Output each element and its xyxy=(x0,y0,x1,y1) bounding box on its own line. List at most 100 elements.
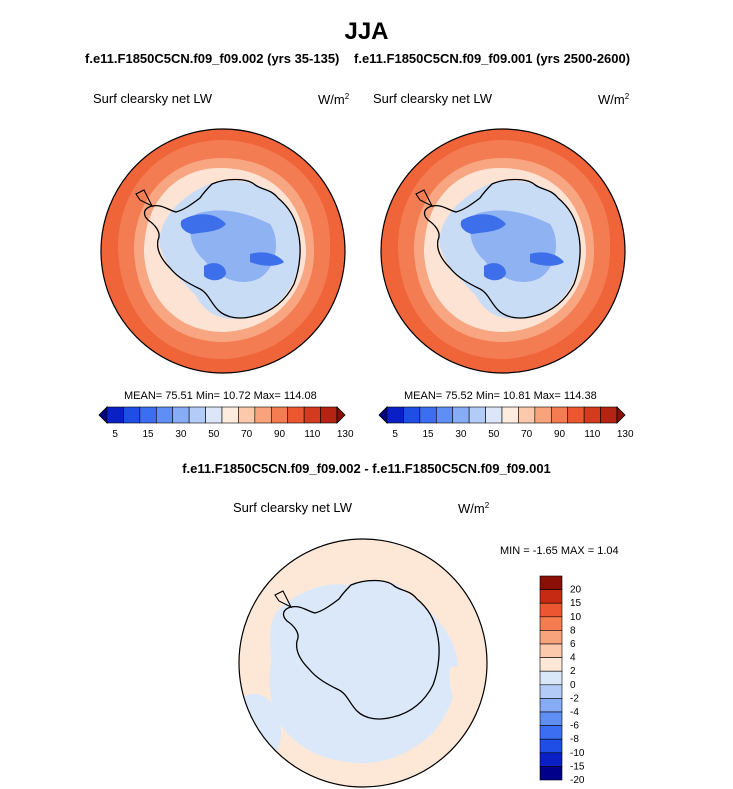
left-units-label: W/m2 xyxy=(318,92,349,107)
left-polar-map xyxy=(100,128,346,374)
colorbar-cell xyxy=(539,738,563,754)
right-variable-label: Surf clearsky net LW xyxy=(373,91,492,106)
colorbar-cell xyxy=(539,575,563,590)
colorbar-cell xyxy=(386,406,404,424)
left-units-base: W/m xyxy=(318,92,345,107)
colorbar-tick-label: 6 xyxy=(570,639,576,650)
right-units-label: W/m2 xyxy=(598,92,629,107)
colorbar-cell xyxy=(320,406,338,424)
left-variable-label: Surf clearsky net LW xyxy=(93,91,212,106)
colorbar-tick-label: 5 xyxy=(392,429,398,440)
right-polar-map xyxy=(380,128,626,374)
colorbar-tick-label: -2 xyxy=(570,693,579,704)
minimum-region-3 xyxy=(250,252,284,266)
colorbar-cell xyxy=(238,406,256,424)
colorbar-cell xyxy=(539,725,563,740)
colorbar-tick-label: 2 xyxy=(570,666,576,677)
left-colorbar: 5 15 30 50 70 90 110 130 xyxy=(98,406,354,440)
colorbar-cell xyxy=(616,406,626,424)
difference-title: f.e11.F1850C5CN.f09_f09.002 - f.e11.F185… xyxy=(182,461,551,476)
colorbar-tick-label: 30 xyxy=(455,429,467,440)
colorbar-cell xyxy=(600,406,618,424)
colorbar-cell xyxy=(539,630,563,645)
colorbar-tick-label: -4 xyxy=(570,707,579,718)
diff-variable-label: Surf clearsky net LW xyxy=(233,500,352,515)
colorbar-cell xyxy=(539,657,563,672)
colorbar-cell xyxy=(539,670,563,686)
negative-difference-region xyxy=(269,580,458,764)
colorbar-cell xyxy=(539,602,563,618)
colorbar-cell xyxy=(205,406,223,424)
colorbar-cell xyxy=(452,406,470,424)
colorbar-cell xyxy=(123,406,141,424)
peninsula-coastline xyxy=(274,590,293,609)
colorbar-tick-label: -10 xyxy=(570,748,585,759)
colorbar-cell xyxy=(106,406,124,424)
colorbar-cell xyxy=(583,406,601,424)
colorbar-tick-label: -15 xyxy=(570,761,585,772)
peninsula-coastline xyxy=(415,189,434,208)
peninsula-coastline xyxy=(135,189,154,208)
right-stats: MEAN= 75.52 Min= 10.81 Max= 114.38 xyxy=(404,390,597,402)
colorbar-tick-label: 20 xyxy=(570,585,582,596)
colorbar-cell xyxy=(336,406,346,424)
colorbar-tick-label: -8 xyxy=(570,734,579,745)
colorbar-cell xyxy=(550,406,569,424)
left-case-title: f.e11.F1850C5CN.f09_f09.002 (yrs 35-135) xyxy=(85,51,340,66)
positive-difference-region-2 xyxy=(449,666,485,713)
colorbar-cell xyxy=(139,406,157,424)
colorbar-tick-label: 15 xyxy=(143,429,155,440)
colorbar-cell xyxy=(518,406,536,424)
diff-units-label: W/m2 xyxy=(458,501,489,516)
right-colorbar: 5 15 30 50 70 90 110 130 xyxy=(378,406,634,440)
colorbar-cell xyxy=(403,406,421,424)
colorbar-cell xyxy=(567,406,585,424)
colorbar-cell xyxy=(419,406,437,424)
colorbar-tick-label: 110 xyxy=(584,429,600,440)
difference-polar-map xyxy=(238,538,488,788)
colorbar-cell xyxy=(539,616,563,631)
diff-stats: MIN = -1.65 MAX = 1.04 xyxy=(500,545,619,557)
colorbar-tick-label: -20 xyxy=(570,775,585,786)
colorbar-tick-label: 15 xyxy=(423,429,435,440)
minimum-region-2 xyxy=(484,263,506,281)
colorbar-tick-label: -6 xyxy=(570,721,579,732)
diff-units-base: W/m xyxy=(458,501,485,516)
antarctica-coastline xyxy=(423,178,581,319)
colorbar-cell xyxy=(98,406,108,424)
minimum-region-2 xyxy=(204,263,226,281)
colorbar-tick-label: 50 xyxy=(488,429,500,440)
colorbar-cell xyxy=(221,406,239,424)
colorbar-cell xyxy=(539,766,563,781)
colorbar-cell xyxy=(188,406,206,424)
colorbar-tick-label: 50 xyxy=(208,429,220,440)
colorbar-cell xyxy=(501,406,519,424)
map-border xyxy=(238,538,488,788)
colorbar-cell xyxy=(534,406,552,424)
colorbar-cell xyxy=(539,752,563,767)
colorbar-cell xyxy=(539,684,563,699)
antarctica-coastline xyxy=(143,178,301,319)
minimum-region-3 xyxy=(530,252,564,266)
colorbar-tick-label: 30 xyxy=(175,429,187,440)
colorbar-cell xyxy=(303,406,321,424)
colorbar-cell xyxy=(539,643,563,658)
colorbar-cell xyxy=(539,698,563,713)
map-border xyxy=(100,128,346,374)
minimum-region-1 xyxy=(460,214,506,234)
colorbar-cell xyxy=(270,406,289,424)
colorbar-cell xyxy=(378,406,388,424)
colorbar-tick-label: 0 xyxy=(570,680,576,691)
colorbar-tick-label: 110 xyxy=(304,429,320,440)
colorbar-tick-label: 70 xyxy=(521,429,533,440)
colorbar-tick-label: 4 xyxy=(570,653,576,664)
minimum-region-1 xyxy=(180,214,226,234)
colorbar-cell xyxy=(468,406,486,424)
colorbar-tick-label: 130 xyxy=(617,429,634,440)
colorbar-tick-label: 90 xyxy=(554,429,566,440)
left-units-exp: 2 xyxy=(344,92,350,101)
colorbar-tick-label: 90 xyxy=(274,429,286,440)
page-title: JJA xyxy=(344,18,389,45)
colorbar-cell xyxy=(435,406,454,424)
